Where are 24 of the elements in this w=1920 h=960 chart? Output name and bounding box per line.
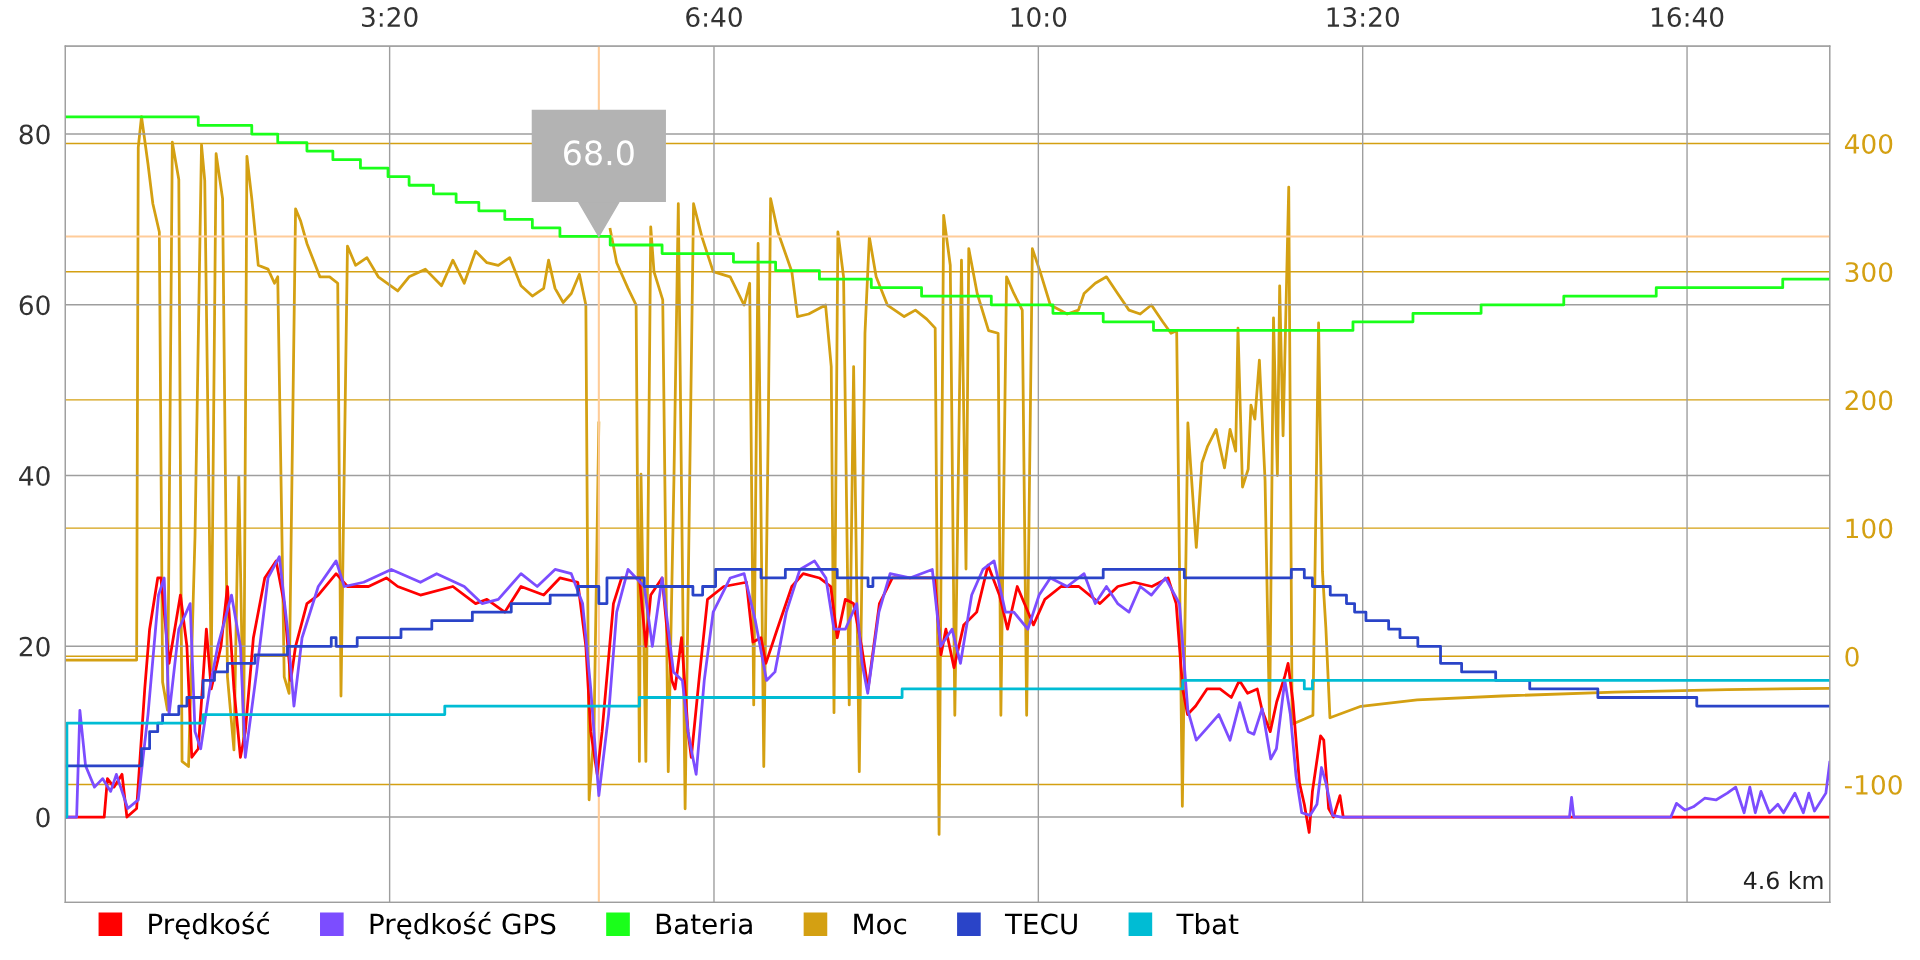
y2-tick-label: 300 bbox=[1845, 262, 1893, 283]
legend-label: Tbat bbox=[1176, 912, 1239, 935]
y2-tick-label: 400 bbox=[1844, 133, 1893, 154]
x-tick-label: 3:20 bbox=[362, 7, 418, 28]
x-tick-label: 10:0 bbox=[1011, 7, 1067, 28]
y2-tick-label: 0 bbox=[1845, 646, 1859, 667]
y-tick-label: 0 bbox=[36, 807, 50, 828]
legend-label: Prędkość GPS bbox=[370, 911, 556, 940]
y-tick-label: 40 bbox=[19, 465, 50, 486]
annotation: 68.0 bbox=[564, 140, 634, 166]
legend-label: TECU bbox=[1004, 913, 1077, 935]
legend-label: Prędkość bbox=[149, 911, 269, 940]
y-tick-label: 20 bbox=[19, 636, 50, 657]
x-tick-label: 6:40 bbox=[686, 7, 742, 28]
legend-label: Bateria bbox=[656, 912, 752, 935]
y2-tick-label: 200 bbox=[1845, 390, 1893, 411]
y2-tick-label: 100 bbox=[1846, 518, 1893, 539]
x-tick-label: 13:20 bbox=[1327, 7, 1399, 28]
y-tick-label: 60 bbox=[19, 295, 50, 316]
legend-label: Moc bbox=[854, 913, 907, 935]
y-tick-label: 80 bbox=[19, 124, 50, 145]
y2-tick-label: -100 bbox=[1844, 774, 1902, 795]
annotation: 4.6 km bbox=[1743, 870, 1823, 890]
x-tick-label: 16:40 bbox=[1651, 7, 1724, 28]
